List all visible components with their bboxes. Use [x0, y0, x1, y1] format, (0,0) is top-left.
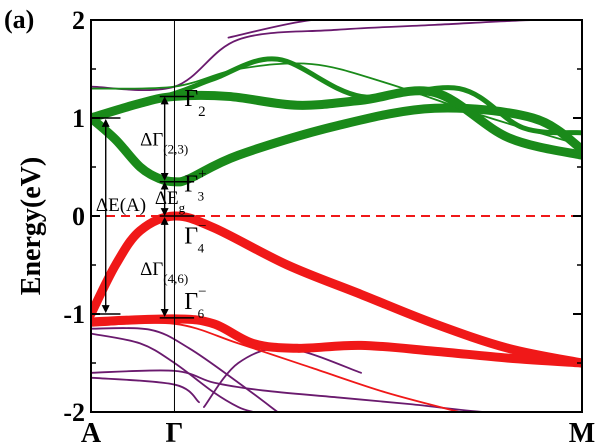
annotation-6: ΔEg — [155, 188, 186, 215]
band-background-11 — [91, 332, 254, 412]
text-layer: -2 -1 0 1 2 A Γ M Energy(eV) (a) Γ2 Γ+ 3 Γ− 4 Γ− 6 ΔΓ(2,3… — [4, 5, 595, 446]
x-tick-label-0: A — [81, 418, 102, 446]
band-valence-4 — [91, 211, 582, 368]
annotation-4: ΔΓ(2,3) — [140, 129, 188, 156]
annotation-7: ΔE(A) — [96, 195, 146, 216]
band-valence-6 — [91, 321, 461, 412]
overlay-layer — [91, 20, 582, 412]
annotation-5: ΔΓ(4,6) — [140, 259, 188, 286]
band-background-12 — [91, 376, 200, 404]
annotation-0: Γ2 — [184, 86, 205, 120]
axis-layer — [90, 19, 583, 413]
y-tick-label-1: -1 — [63, 300, 85, 329]
band-valence-5 — [91, 314, 582, 368]
annotation-1: Γ+ 3 — [184, 167, 206, 204]
y-tick-label-3: 1 — [72, 104, 85, 133]
band-background-7 — [91, 20, 582, 91]
x-tick-label-2: M — [569, 418, 595, 446]
band-background-9 — [91, 369, 534, 412]
annotation-3: Γ− 6 — [184, 284, 206, 321]
panel-label: (a) — [4, 5, 34, 34]
y-tick-label-4: 2 — [72, 6, 85, 35]
x-tick-label-1: Γ — [166, 418, 184, 446]
annotation-2: Γ− 4 — [184, 218, 206, 255]
band-background-13 — [203, 347, 362, 408]
y-axis-label: Energy(eV) — [16, 157, 47, 295]
y-tick-label-0: -2 — [63, 398, 85, 427]
band-background-10 — [91, 327, 279, 412]
y-tick-label-2: 0 — [72, 202, 85, 231]
band-conduction-2 — [91, 56, 582, 136]
